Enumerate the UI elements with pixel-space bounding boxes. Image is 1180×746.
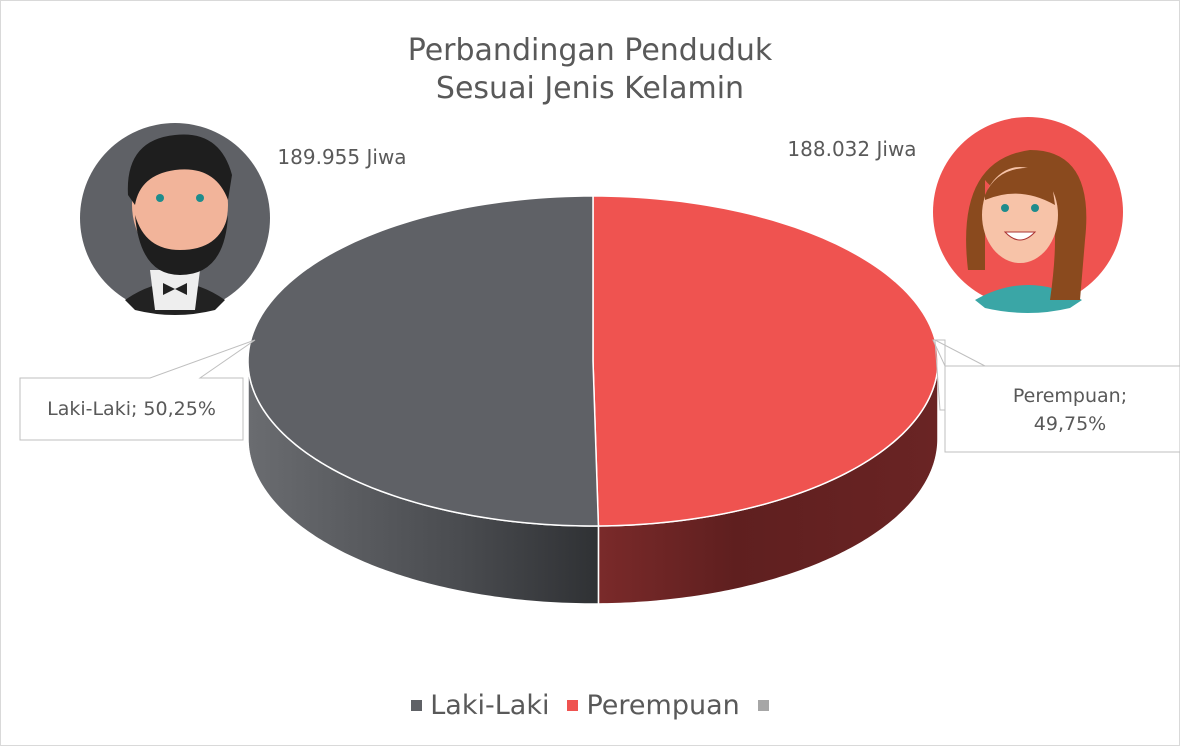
- chart-canvas: [0, 0, 1180, 746]
- legend-swatch: [411, 700, 422, 711]
- chart-title: Perbandingan Penduduk Sesuai Jenis Kelam…: [170, 32, 1010, 108]
- legend-swatch: [758, 700, 769, 711]
- legend: Laki-Laki Perempuan: [0, 690, 1180, 721]
- data-label: Laki-Laki; 50,25%: [20, 398, 243, 420]
- legend-label: Laki-Laki: [430, 690, 549, 721]
- pie: [248, 196, 938, 604]
- legend-item: Perempuan: [567, 690, 739, 721]
- annotation: 188.032 Jiwa: [772, 137, 932, 161]
- legend-label: Perempuan: [586, 690, 739, 721]
- chart: Perbandingan Penduduk Sesuai Jenis Kelam…: [0, 0, 1180, 746]
- title-line: Perbandingan Penduduk: [170, 32, 1010, 70]
- annotation: 189.955 Jiwa: [262, 145, 422, 169]
- legend-item: [758, 690, 769, 721]
- title-line: Sesuai Jenis Kelamin: [170, 70, 1010, 108]
- data-label: Perempuan; 49,75%: [985, 382, 1155, 438]
- legend-item: Laki-Laki: [411, 690, 549, 721]
- legend-swatch: [567, 700, 578, 711]
